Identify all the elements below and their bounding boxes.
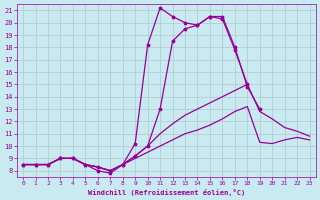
X-axis label: Windchill (Refroidissement éolien,°C): Windchill (Refroidissement éolien,°C) xyxy=(88,189,245,196)
